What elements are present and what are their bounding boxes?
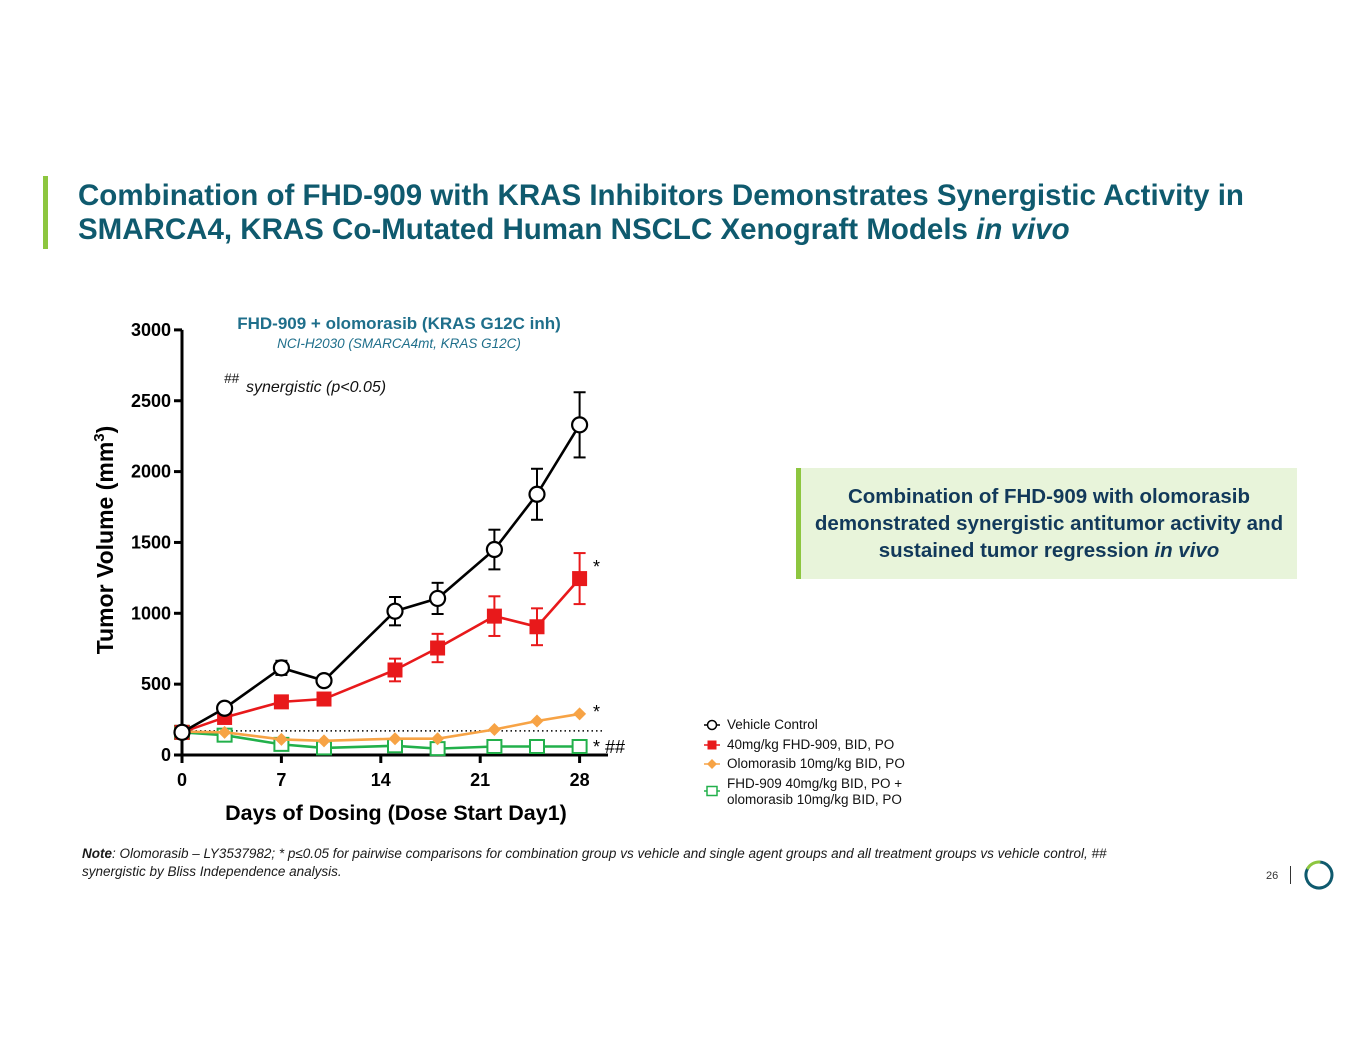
data-point (570, 416, 589, 434)
y-tick-label: 2000 (131, 462, 171, 482)
page-number: 26 (1266, 870, 1279, 882)
series-line (181, 424, 581, 734)
filled-square-marker-icon (704, 740, 720, 749)
callout-text: Combination of FHD-909 with olomorasib d… (801, 483, 1297, 564)
data-point (529, 738, 545, 754)
data-point (528, 485, 546, 503)
legend-item-combination: FHD-909 40mg/kg BID, PO + olomorasib 10mg… (704, 776, 905, 810)
annotation-marker: ## (224, 371, 240, 386)
data-point (173, 723, 191, 741)
chart-subtitle: NCI-H2030 (SMARCA4mt, KRAS G12C) (277, 336, 521, 351)
x-tick-label: 28 (570, 770, 590, 790)
data-point (486, 738, 503, 754)
x-tick-label: 14 (371, 770, 391, 790)
legend-item-olomorasib: Olomorasib 10mg/kg BID, PO (704, 756, 905, 776)
significance-label: * ## (593, 737, 625, 757)
data-point (572, 571, 588, 587)
x-axis-label: Days of Dosing (Dose Start Day1) (225, 801, 567, 825)
data-point (388, 732, 402, 746)
significance-label: * (593, 702, 600, 722)
legend-label: FHD-909 40mg/kg BID, PO + olomorasib 10mg… (727, 776, 902, 808)
x-tick-label: 0 (177, 770, 187, 790)
page-separator (1290, 866, 1291, 884)
series-line (181, 577, 581, 734)
slide-title-italic: in vivo (976, 213, 1070, 246)
y-tick-label: 0 (161, 745, 171, 765)
data-point (487, 722, 501, 736)
legend-label-line2: olomorasib 10mg/kg BID, PO (727, 791, 902, 807)
significance-label: * (593, 557, 600, 577)
legend-item-fhd909: 40mg/kg FHD-909, BID, PO (704, 737, 905, 757)
data-point (485, 540, 503, 559)
data-point (317, 734, 331, 748)
data-point (273, 694, 289, 710)
open-square-marker-icon (704, 785, 720, 796)
y-tick-label: 1000 (131, 603, 171, 623)
data-point (315, 672, 333, 690)
callout-italic: in vivo (1154, 539, 1220, 562)
y-tick-label: 2500 (131, 391, 171, 411)
footnote-label: Note (82, 846, 112, 861)
data-point (387, 662, 403, 678)
data-point (216, 699, 234, 717)
open-circle-marker-icon (704, 719, 720, 731)
data-point (429, 589, 447, 608)
data-point (430, 640, 446, 656)
callout-main: Combination of FHD-909 with olomorasib d… (814, 485, 1284, 562)
data-point (571, 738, 588, 754)
legend-label: Vehicle Control (727, 717, 818, 732)
y-axis-label: Tumor Volume (mm3) (91, 426, 118, 655)
data-point (431, 732, 445, 746)
y-tick-label: 3000 (131, 320, 171, 340)
data-point (529, 619, 545, 635)
data-point (386, 602, 404, 620)
footnote-text: : Olomorasib – LY3537982; * p≤0.05 for p… (82, 846, 1107, 879)
data-point (530, 714, 544, 728)
callout-box: Combination of FHD-909 with olomorasib d… (796, 468, 1297, 579)
footnote: Note: Olomorasib – LY3537982; * p≤0.05 f… (82, 845, 1132, 881)
data-point (272, 659, 290, 677)
data-point (218, 725, 232, 739)
filled-diamond-marker-icon (704, 759, 720, 769)
data-point (486, 608, 502, 624)
legend-label: Olomorasib 10mg/kg BID, PO (727, 756, 905, 771)
legend-label-line1: FHD-909 40mg/kg BID, PO + (727, 775, 903, 791)
chart-legend: Vehicle Control 40mg/kg FHD-909, BID, PO… (704, 717, 905, 810)
slide-title-main: Combination of FHD-909 with KRAS Inhibit… (78, 179, 1244, 246)
circle-logo-icon (1304, 860, 1334, 890)
title-accent-bar (43, 176, 48, 249)
y-tick-label: 500 (141, 674, 171, 694)
chart-title: FHD-909 + olomorasib (KRAS G12C inh) (237, 314, 561, 333)
y-tick-label: 1500 (131, 532, 171, 552)
data-point (274, 732, 288, 746)
slide-title: Combination of FHD-909 with KRAS Inhibit… (78, 179, 1348, 247)
x-tick-label: 21 (470, 770, 490, 790)
legend-item-vehicle: Vehicle Control (704, 717, 905, 737)
data-point (316, 691, 332, 707)
annotation-text: synergistic (p<0.05) (246, 379, 386, 396)
data-point (573, 707, 587, 721)
x-tick-label: 7 (276, 770, 286, 790)
legend-label: 40mg/kg FHD-909, BID, PO (727, 736, 895, 752)
